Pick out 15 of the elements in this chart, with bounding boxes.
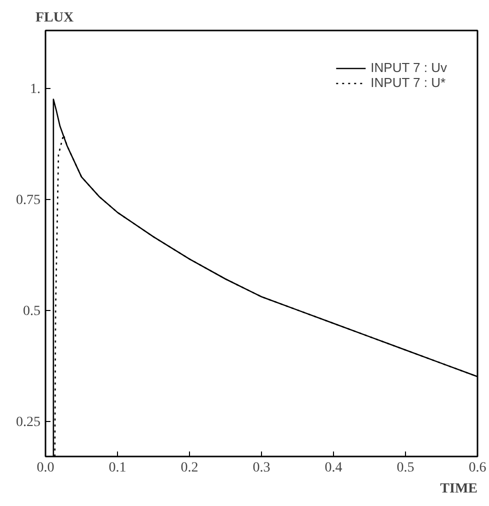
y-tick-label: 0.5 bbox=[23, 304, 40, 320]
x-tick-label: 0.5 bbox=[396, 460, 414, 476]
x-axis-title: TIME bbox=[440, 482, 478, 496]
x-tick-label: 0.6 bbox=[468, 460, 486, 476]
y-tick-label: 1. bbox=[30, 82, 40, 98]
legend-label: INPUT 7 : U* bbox=[370, 75, 446, 90]
y-axis-title: FLUX bbox=[36, 10, 74, 26]
x-tick-label: 0.4 bbox=[324, 460, 342, 476]
x-tick-label: 0.0 bbox=[36, 460, 54, 476]
y-tick-label: 0.75 bbox=[16, 193, 40, 208]
x-tick-label: 0.1 bbox=[108, 460, 126, 476]
x-tick-label: 0.2 bbox=[180, 460, 198, 476]
legend-label: INPUT 7 : Uv bbox=[370, 60, 447, 75]
x-tick-label: 0.3 bbox=[252, 460, 270, 476]
y-tick-label: 0.25 bbox=[16, 415, 40, 430]
